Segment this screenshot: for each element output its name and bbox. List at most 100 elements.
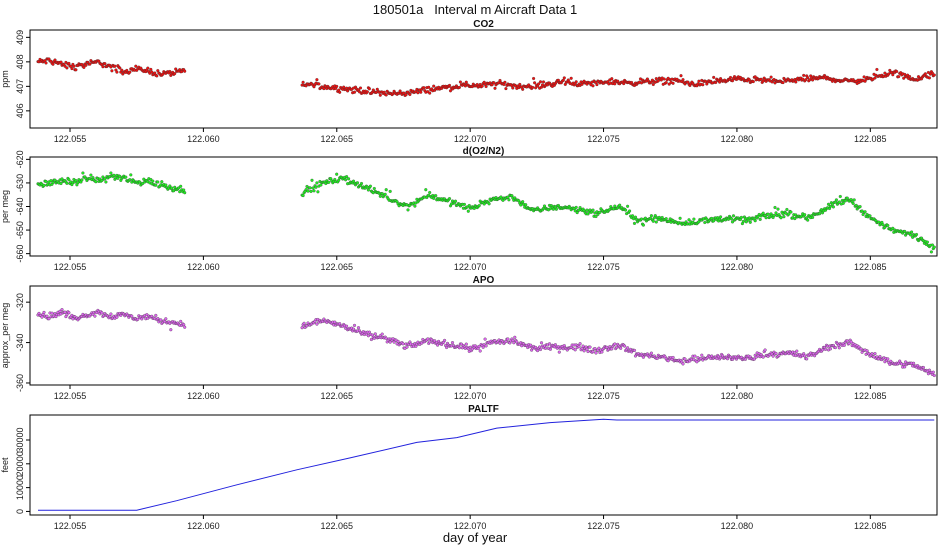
apo-data-point	[610, 347, 614, 351]
apo-data-point	[109, 312, 113, 316]
apo-data-point	[886, 357, 890, 361]
co2-data-point	[492, 81, 496, 85]
d-o2-n2-data-point	[830, 202, 834, 206]
co2-x-tick-label: 122.075	[587, 134, 620, 144]
d-o2-n2-plot-frame	[29, 156, 938, 257]
co2-data-point	[358, 86, 363, 90]
d-o2-n2-data-point	[118, 174, 122, 178]
d-o2-n2-data-point	[641, 223, 645, 227]
apo-x-tick-label: 122.060	[187, 391, 220, 401]
d-o2-n2-data-point	[712, 219, 716, 223]
apo-data-point	[725, 357, 730, 361]
paltf-y-tick-label: 30000	[15, 427, 25, 452]
co2-panel-title: CO2	[473, 19, 494, 30]
d-o2-n2-data-point	[149, 177, 153, 182]
co2-data-point	[595, 83, 599, 87]
co2-data-point	[538, 80, 543, 84]
apo-y-axis-label: approx_per meg	[0, 303, 10, 369]
paltf-x-tick-label: 122.065	[321, 521, 354, 531]
apo-data-point	[50, 311, 54, 315]
apo-data-point	[730, 357, 735, 361]
d-o2-n2-data-point	[59, 181, 63, 186]
apo-data-point	[752, 357, 756, 361]
co2-data-point	[101, 65, 105, 69]
apo-data-point	[426, 337, 430, 341]
co2-data-point	[562, 76, 566, 80]
co2-data-point	[664, 81, 668, 85]
d-o2-n2-data-point	[103, 177, 107, 181]
d-o2-n2-data-point	[591, 208, 595, 212]
co2-data-point	[794, 80, 798, 84]
co2-data-point	[365, 90, 369, 94]
apo-data-point	[136, 317, 140, 321]
d-o2-n2-data-point	[651, 219, 655, 223]
co2-data-point	[895, 69, 899, 74]
apo-data-point	[182, 323, 186, 327]
d-o2-n2-data-point	[639, 217, 644, 221]
d-o2-n2-data-point	[466, 209, 470, 213]
d-o2-n2-data-point	[434, 194, 438, 198]
co2-data-point	[671, 81, 675, 85]
d-o2-n2-data-point	[156, 180, 160, 184]
co2-data-point	[926, 70, 930, 75]
apo-data-point	[483, 337, 487, 341]
co2-data-point	[927, 76, 931, 80]
d-o2-n2-data-point	[741, 219, 745, 223]
apo-data-point	[597, 346, 601, 350]
d-o2-n2-data-point	[462, 202, 466, 206]
co2-data-point	[475, 82, 479, 87]
d-o2-n2-data-point	[104, 180, 108, 184]
paltf-x-tick-label: 122.070	[454, 521, 487, 531]
co2-data-point	[419, 90, 423, 94]
d-o2-n2-data-point	[170, 186, 174, 190]
d-o2-n2-data-point	[311, 186, 315, 190]
apo-data-point	[468, 345, 472, 349]
apo-data-point	[833, 346, 837, 350]
co2-data-point	[875, 67, 879, 72]
apo-data-point	[849, 340, 853, 344]
co2-data-point	[103, 62, 107, 66]
d-o2-n2-x-tick-label: 122.060	[187, 262, 220, 272]
co2-data-point	[802, 73, 806, 77]
apo-data-point	[837, 346, 841, 350]
apo-data-point	[845, 339, 849, 343]
d-o2-n2-data-point	[368, 184, 372, 188]
paltf-x-tick-label: 122.060	[187, 521, 220, 531]
d-o2-n2-data-point	[359, 181, 364, 186]
paltf-x-tick-label: 122.085	[854, 521, 887, 531]
d-o2-n2-data-point	[628, 209, 632, 213]
co2-data-point	[728, 75, 733, 80]
co2-data-point	[697, 79, 701, 83]
apo-data-point	[548, 347, 552, 351]
apo-data-point	[873, 352, 877, 356]
apo-data-point	[436, 343, 440, 347]
apo-data-point	[333, 320, 337, 324]
d-o2-n2-data-point	[806, 218, 810, 222]
co2-y-axis-label: ppm	[0, 70, 10, 88]
co2-data-point	[404, 93, 408, 97]
d-o2-n2-data-point	[654, 220, 658, 224]
co2-data-point	[651, 82, 655, 87]
apo-data-point	[156, 316, 160, 321]
co2-data-point	[317, 82, 321, 86]
apo-data-point	[932, 373, 936, 378]
d-o2-n2-data-point	[653, 214, 657, 218]
co2-data-point	[714, 80, 718, 85]
co2-data-point	[408, 92, 412, 97]
apo-data-point	[700, 353, 704, 357]
d-o2-n2-data-point	[183, 191, 187, 195]
apo-data-point	[695, 360, 699, 364]
apo-data-point	[380, 332, 384, 336]
d-o2-n2-data-point	[932, 245, 936, 249]
d-o2-n2-data-point	[692, 217, 696, 221]
d-o2-n2-data-point	[624, 208, 628, 212]
apo-data-point	[771, 354, 775, 358]
apo-data-point	[315, 322, 319, 326]
apo-data-point	[591, 350, 595, 354]
apo-data-point	[774, 351, 778, 355]
d-o2-n2-data-point	[834, 198, 838, 202]
apo-data-point	[600, 350, 604, 354]
apo-data-point	[484, 344, 488, 348]
co2-data-point	[891, 73, 895, 77]
d-o2-n2-data-point	[585, 208, 589, 212]
